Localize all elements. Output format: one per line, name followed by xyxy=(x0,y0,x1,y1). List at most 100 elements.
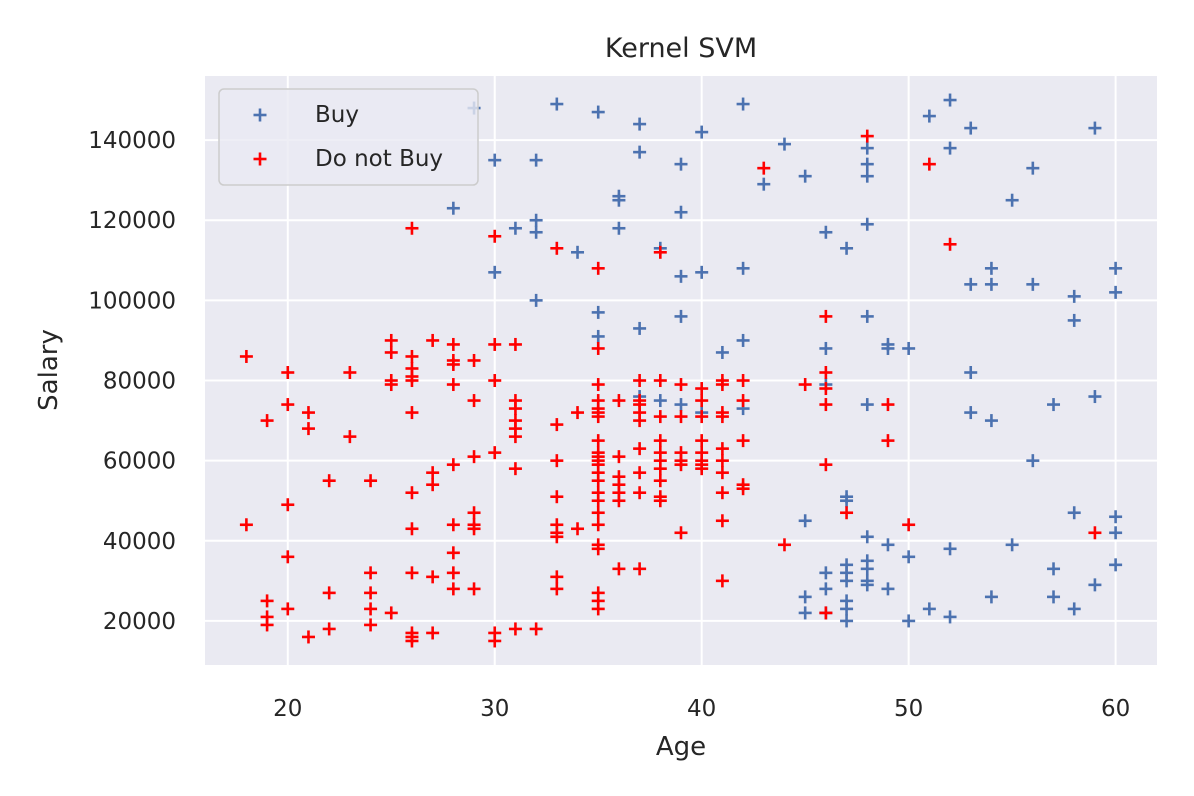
buy-point xyxy=(984,590,998,604)
buy-point xyxy=(902,614,916,628)
buy-point xyxy=(860,169,874,183)
legend-marker-buy xyxy=(253,108,267,122)
do-not-buy-point xyxy=(591,542,605,556)
y-tick-label: 80000 xyxy=(103,369,176,395)
do-not-buy-point xyxy=(446,357,460,371)
buy-point xyxy=(591,305,605,319)
chart-title: Kernel SVM xyxy=(605,33,757,64)
do-not-buy-point xyxy=(860,129,874,143)
do-not-buy-point xyxy=(467,353,481,367)
buy-point xyxy=(529,293,543,307)
do-not-buy-point xyxy=(715,574,729,588)
buy-point xyxy=(1109,526,1123,540)
do-not-buy-point xyxy=(715,442,729,456)
buy-point xyxy=(840,574,854,588)
legend-label-do-not-buy: Do not Buy xyxy=(315,146,443,172)
y-tick-labels: 20000 40000 60000 80000 100000 120000 140000 xyxy=(88,128,176,635)
do-not-buy-point xyxy=(405,566,419,580)
do-not-buy-point xyxy=(571,522,585,536)
buy-point xyxy=(819,341,833,355)
do-not-buy-point xyxy=(508,402,522,416)
buy-point xyxy=(881,582,895,596)
do-not-buy-point xyxy=(446,337,460,351)
do-not-buy-point xyxy=(488,634,502,648)
buy-point xyxy=(612,221,626,235)
do-not-buy-point xyxy=(508,622,522,636)
do-not-buy-point xyxy=(384,333,398,347)
do-not-buy-point xyxy=(364,602,378,616)
do-not-buy-point xyxy=(405,486,419,500)
buy-point xyxy=(674,269,688,283)
do-not-buy-point xyxy=(633,466,647,480)
buy-point xyxy=(736,261,750,275)
buy-point xyxy=(591,329,605,343)
buy-point xyxy=(1109,558,1123,572)
buy-point xyxy=(819,582,833,596)
buy-point xyxy=(964,366,978,380)
buy-point xyxy=(984,277,998,291)
do-not-buy-point xyxy=(819,366,833,380)
do-not-buy-point xyxy=(591,494,605,508)
buy-point xyxy=(674,309,688,323)
buy-point xyxy=(529,153,543,167)
buy-point xyxy=(695,265,709,279)
y-tick-label: 60000 xyxy=(103,449,176,475)
do-not-buy-point xyxy=(260,618,274,632)
buy-point xyxy=(1088,390,1102,404)
do-not-buy-point xyxy=(550,241,564,255)
do-not-buy-point xyxy=(591,474,605,488)
do-not-buy-point xyxy=(467,522,481,536)
x-tick-label: 50 xyxy=(894,696,923,722)
buy-point xyxy=(674,157,688,171)
legend-marker-buy-glyph xyxy=(253,108,267,122)
buy-point xyxy=(798,606,812,620)
buy-point xyxy=(881,538,895,552)
do-not-buy-point xyxy=(633,442,647,456)
buy-point xyxy=(1109,261,1123,275)
do-not-buy-point xyxy=(591,410,605,424)
do-not-buy-point xyxy=(653,434,667,448)
do-not-buy-point xyxy=(260,414,274,428)
do-not-buy-point xyxy=(384,345,398,359)
buy-point xyxy=(1067,289,1081,303)
buy-point xyxy=(943,542,957,556)
do-not-buy-point xyxy=(426,466,440,480)
do-not-buy-point xyxy=(488,374,502,388)
buy-point xyxy=(860,530,874,544)
buy-point xyxy=(943,141,957,155)
buy-point xyxy=(860,578,874,592)
buy-point xyxy=(1026,454,1040,468)
do-not-buy-point xyxy=(364,474,378,488)
buy-point xyxy=(757,177,771,191)
do-not-buy-point xyxy=(591,378,605,392)
buy-point xyxy=(446,201,460,215)
buy-point xyxy=(943,610,957,624)
buy-point xyxy=(488,153,502,167)
x-tick-label: 60 xyxy=(1101,696,1130,722)
buy-point xyxy=(943,93,957,107)
do-not-buy-point xyxy=(715,466,729,480)
do-not-buy-point xyxy=(591,434,605,448)
buy-point xyxy=(819,225,833,239)
buy-point xyxy=(964,406,978,420)
do-not-buy-point xyxy=(364,566,378,580)
buy-point xyxy=(633,117,647,131)
do-not-buy-point xyxy=(426,570,440,584)
do-not-buy-point xyxy=(405,221,419,235)
do-not-buy-point xyxy=(591,261,605,275)
do-not-buy-point xyxy=(467,506,481,520)
buy-point xyxy=(860,141,874,155)
do-not-buy-point xyxy=(301,630,315,644)
do-not-buy-point xyxy=(239,349,253,363)
buy-point xyxy=(1047,398,1061,412)
do-not-buy-point xyxy=(571,406,585,420)
do-not-buy-point xyxy=(819,458,833,472)
legend: Buy Do not Buy xyxy=(218,88,479,186)
do-not-buy-point xyxy=(1088,526,1102,540)
buy-point xyxy=(1109,510,1123,524)
y-tick-label: 140000 xyxy=(88,128,176,154)
buy-point xyxy=(840,614,854,628)
buy-point xyxy=(550,97,564,111)
do-not-buy-point xyxy=(695,382,709,396)
buy-point xyxy=(902,341,916,355)
